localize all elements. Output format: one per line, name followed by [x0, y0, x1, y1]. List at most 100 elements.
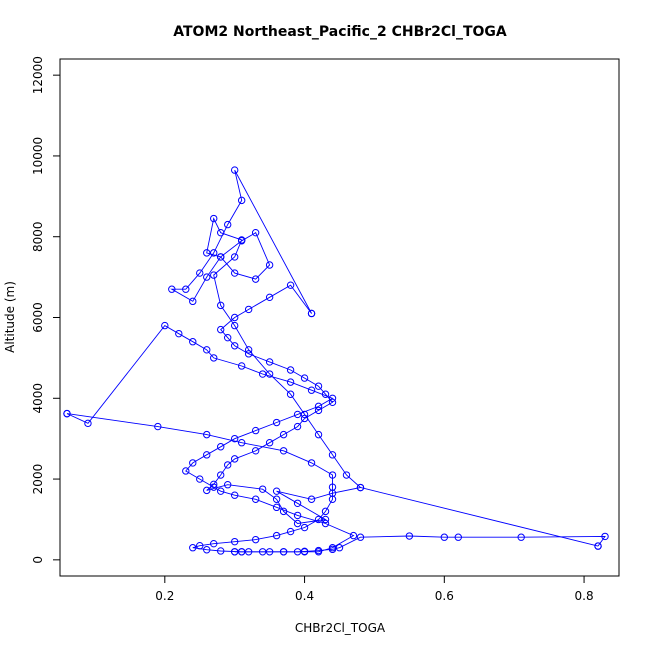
data-point — [230, 166, 239, 174]
data-point — [230, 434, 239, 443]
data-point — [342, 471, 351, 479]
data-point — [203, 451, 211, 459]
data-point — [217, 547, 225, 555]
data-point — [203, 273, 211, 281]
data-point — [279, 548, 288, 556]
data-point — [328, 471, 337, 479]
data-point — [210, 480, 218, 489]
x-axis: 0.2 0.4 0.6 0.8 — [155, 576, 594, 603]
data-point — [349, 531, 358, 540]
chart-title: ATOM2 Northeast_Pacific_2 CHBr2Cl_TOGA — [173, 24, 507, 40]
data-point — [265, 370, 274, 378]
data-point — [203, 546, 211, 554]
y-tick-label: 2000 — [31, 464, 45, 495]
x-tick-label: 0.2 — [155, 589, 174, 603]
data-point — [405, 532, 414, 540]
data-point — [244, 346, 253, 354]
series-layer — [63, 166, 609, 556]
data-point — [258, 370, 267, 378]
data-point — [272, 487, 281, 495]
x-tick-label: 0.4 — [295, 589, 314, 603]
data-point — [244, 548, 253, 556]
data-point — [217, 471, 225, 479]
data-point — [321, 519, 330, 528]
data-point — [230, 321, 239, 330]
data-point — [279, 430, 288, 439]
data-point — [321, 390, 330, 398]
data-point — [286, 378, 295, 386]
data-point — [307, 309, 316, 318]
data-point — [224, 481, 232, 489]
data-point — [594, 542, 602, 550]
data-point — [203, 346, 211, 354]
data-point — [244, 305, 253, 314]
data-point — [210, 249, 218, 257]
data-point — [300, 523, 309, 532]
data-point — [251, 495, 260, 503]
data-point — [230, 548, 239, 556]
data-point — [328, 394, 337, 402]
data-point — [217, 325, 225, 334]
x-tick-label: 0.6 — [435, 589, 454, 603]
data-point — [210, 483, 218, 491]
y-tick-label: 10000 — [31, 137, 45, 175]
data-point — [517, 533, 525, 541]
data-point — [286, 527, 295, 536]
data-point — [217, 253, 225, 261]
data-point — [314, 402, 323, 411]
data-point — [321, 507, 330, 516]
data-point — [265, 548, 274, 556]
data-point — [265, 439, 274, 447]
data-point — [237, 196, 246, 205]
data-point — [251, 447, 260, 455]
data-point — [196, 269, 204, 277]
x-tick-label: 0.8 — [575, 589, 594, 603]
data-point — [189, 544, 197, 552]
data-point — [210, 271, 218, 279]
data-point — [272, 495, 281, 503]
data-point — [314, 382, 323, 390]
data-point — [237, 548, 246, 556]
data-point — [328, 451, 337, 459]
data-point — [237, 439, 246, 447]
data-point — [307, 459, 316, 467]
data-point — [286, 281, 295, 289]
data-point — [454, 533, 462, 541]
series-line — [206, 284, 599, 547]
data-point — [251, 426, 260, 435]
data-point — [300, 414, 309, 423]
data-point — [196, 542, 204, 550]
series-line — [66, 325, 355, 553]
data-point — [217, 443, 225, 451]
data-point — [63, 409, 71, 418]
data-point — [230, 537, 239, 546]
data-point — [237, 236, 246, 244]
data-point — [328, 489, 337, 497]
data-point — [272, 418, 281, 427]
data-point — [328, 545, 337, 554]
y-tick-label: 4000 — [31, 383, 45, 414]
data-point — [258, 548, 267, 556]
data-point — [293, 499, 302, 507]
data-point — [189, 297, 197, 306]
data-point — [224, 220, 232, 229]
data-point — [251, 228, 260, 237]
data-point — [244, 350, 253, 358]
data-point — [293, 511, 302, 520]
data-point — [251, 275, 260, 283]
data-point — [314, 515, 323, 524]
data-point — [210, 354, 218, 362]
data-point — [335, 544, 344, 552]
data-point — [601, 532, 609, 541]
data-point — [307, 495, 316, 503]
data-point — [272, 531, 281, 540]
data-point — [328, 398, 337, 407]
data-point — [230, 342, 239, 350]
y-tick-label: 12000 — [31, 56, 45, 94]
data-point — [265, 293, 274, 302]
data-point — [189, 459, 197, 467]
y-tick-label: 8000 — [31, 221, 45, 252]
data-point — [293, 422, 302, 431]
data-point — [230, 253, 239, 261]
